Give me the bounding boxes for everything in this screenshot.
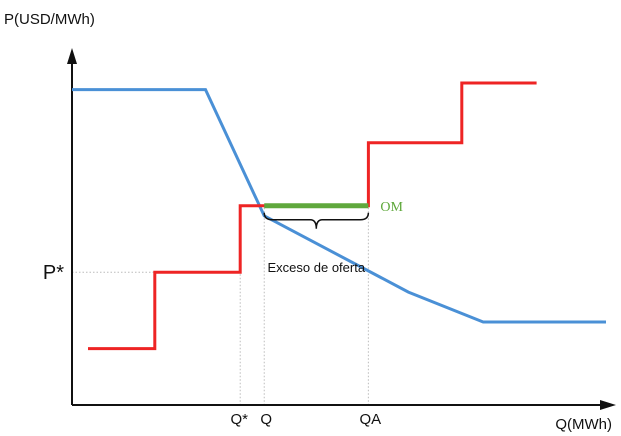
excess-supply-label: Exceso de oferta: [268, 260, 366, 275]
x-axis-title: Q(MWh): [555, 416, 612, 433]
excess-brace: [263, 212, 370, 229]
x-tick-label-qa: QA: [360, 411, 382, 428]
x-tick-label-q: Q: [260, 411, 272, 428]
x-tick-label-qstar: Q*: [230, 411, 248, 428]
y-axis-arrow-icon: [67, 48, 77, 64]
x-axis-arrow-icon: [600, 400, 616, 410]
y-axis-title: P(USD/MWh): [4, 11, 95, 28]
om-label: OM: [380, 200, 403, 215]
brace-icon: [263, 212, 370, 229]
series-layer: [72, 81, 606, 351]
supply-curve: [88, 81, 537, 351]
axes: [67, 48, 616, 410]
demand-curve: [72, 88, 606, 324]
guide-lines: [72, 207, 369, 405]
y-tick-label-pstar: P*: [43, 262, 64, 284]
